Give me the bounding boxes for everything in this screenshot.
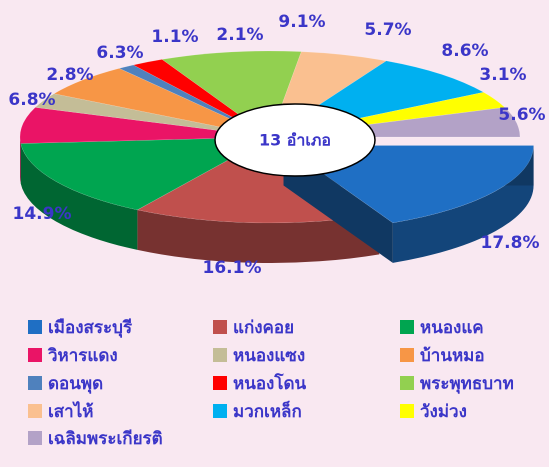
slice xyxy=(34,93,271,138)
legend-label: เมืองสระบุรี xyxy=(48,317,133,338)
legend-label: หนองโดน xyxy=(233,373,307,394)
data-label: 17.8% xyxy=(481,233,540,253)
data-label: 1.1% xyxy=(151,27,198,47)
slice-side xyxy=(137,209,380,263)
slice-side xyxy=(20,137,21,184)
data-label: 2.1% xyxy=(216,25,263,45)
center-label: 13 อำเภอ xyxy=(259,131,331,150)
legend-swatch xyxy=(400,404,414,418)
data-label: 3.1% xyxy=(479,65,526,85)
labels: 13 อำเภอ 17.8% 16.1% 14.9% 6.8% 2.8%6.3% 1.1% 2… xyxy=(8,12,545,278)
data-label: 14.9% xyxy=(13,204,72,224)
legend-swatch xyxy=(28,320,42,334)
legend-label: เสาไห้ xyxy=(48,401,94,422)
legend-label: มวกเหล็ก xyxy=(233,399,302,422)
legend-swatch xyxy=(400,348,414,362)
data-label: 6.8% xyxy=(8,90,55,110)
legend-label: หนองแซง xyxy=(233,346,305,366)
data-label: 6.3% xyxy=(96,43,143,63)
data-label: 5.7% xyxy=(364,20,411,40)
legend-label: ดอนพุด xyxy=(48,374,103,394)
legend-swatch xyxy=(28,431,42,445)
data-label: 2.8% xyxy=(46,65,93,85)
slice xyxy=(53,68,271,138)
legend-swatch xyxy=(400,320,414,334)
legend-label: เฉลิมพระเกียรติ xyxy=(48,428,163,449)
legend-swatch xyxy=(28,376,42,390)
legend-swatch xyxy=(28,348,42,362)
center-ellipse xyxy=(214,103,376,177)
slice xyxy=(19,107,271,144)
legend-swatch xyxy=(28,404,42,418)
legend-label: บ้านหมอ xyxy=(420,346,485,366)
legend-swatch xyxy=(213,376,227,390)
legend-swatch xyxy=(213,320,227,334)
data-label: 9.1% xyxy=(278,12,325,32)
legend-swatch xyxy=(213,404,227,418)
slice-side xyxy=(20,143,138,250)
data-label: 8.6% xyxy=(441,41,488,61)
legend-label: วังม่วง xyxy=(420,402,467,422)
legend-label: พระพุทธบาท xyxy=(420,374,514,394)
data-label: 16.1% xyxy=(203,258,262,278)
legend-label: หนองแค xyxy=(420,318,484,338)
data-label: 5.6% xyxy=(498,105,545,125)
legend-swatch xyxy=(400,376,414,390)
legend-label: แก่งคอย xyxy=(233,318,294,338)
slice xyxy=(20,136,271,211)
legend-swatch xyxy=(213,348,227,362)
slice-side xyxy=(392,145,534,263)
legend-label: วิหารแดง xyxy=(48,346,118,366)
